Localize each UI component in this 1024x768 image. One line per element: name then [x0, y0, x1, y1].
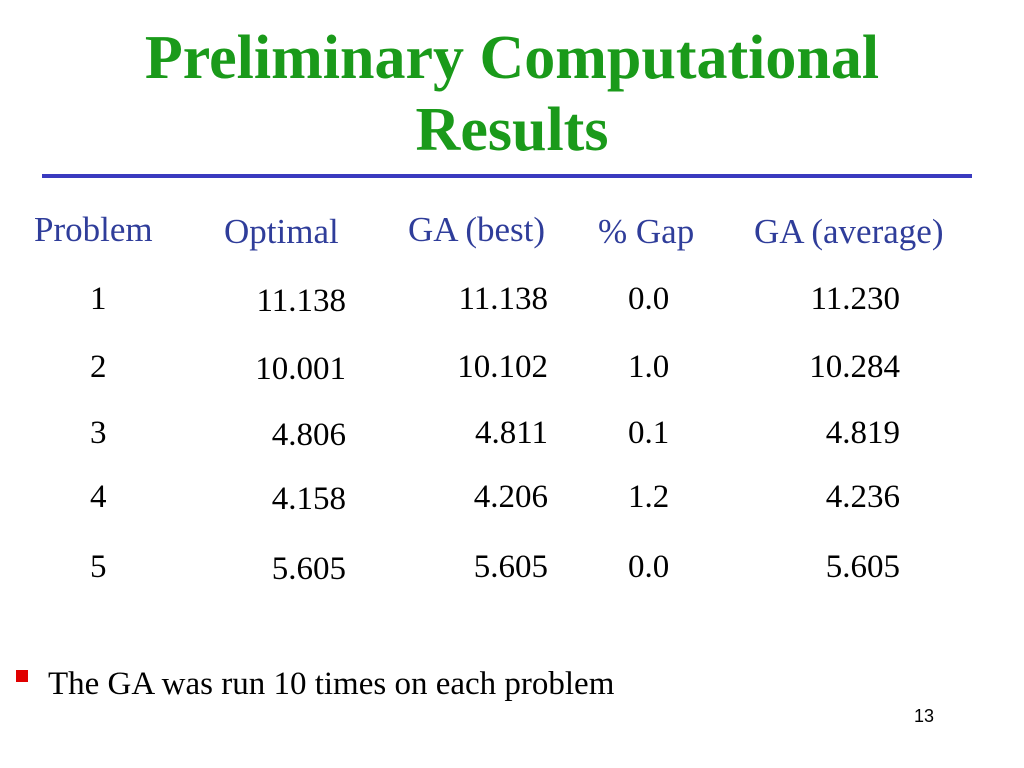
cell-gap: 0.1 [628, 415, 670, 451]
header-optimal: Optimal [224, 212, 339, 251]
cell-ga-best: 11.138 [458, 281, 548, 317]
cell-optimal: 5.605 [271, 551, 346, 587]
cell-optimal: 4.806 [271, 417, 346, 453]
cell-gap: 1.0 [628, 349, 670, 385]
square-bullet-icon [16, 670, 28, 682]
cell-ga-average: 11.230 [810, 281, 900, 317]
bullet-note: The GA was run 10 times on each problem [48, 666, 615, 702]
header-ga-average: GA (average) [754, 212, 944, 251]
header-problem: Problem [34, 210, 153, 249]
cell-ga-average: 5.605 [825, 549, 900, 585]
cell-gap: 1.2 [628, 479, 670, 515]
cell-ga-best: 4.206 [473, 479, 548, 515]
slide-title: Preliminary Computational Results [0, 22, 1024, 166]
cell-problem: 2 [90, 349, 107, 385]
header-gap: % Gap [598, 212, 695, 251]
page-number: 13 [914, 706, 935, 726]
cell-optimal: 4.158 [271, 481, 346, 517]
cell-ga-average: 10.284 [809, 349, 900, 385]
cell-optimal: 11.138 [256, 283, 346, 319]
cell-optimal: 10.001 [255, 351, 346, 387]
cell-gap: 0.0 [628, 281, 670, 317]
cell-ga-best: 10.102 [457, 349, 548, 385]
cell-problem: 3 [90, 415, 107, 451]
title-line-2: Results [415, 96, 609, 164]
cell-gap: 0.0 [628, 549, 670, 585]
cell-problem: 5 [90, 549, 107, 585]
cell-ga-best: 5.605 [473, 549, 548, 585]
header-ga-best: GA (best) [408, 210, 546, 249]
cell-problem: 1 [90, 281, 107, 317]
cell-ga-best: 4.811 [474, 415, 548, 451]
cell-ga-average: 4.236 [825, 479, 900, 515]
cell-problem: 4 [90, 479, 107, 515]
title-line-1: Preliminary Computational [144, 24, 880, 92]
cell-ga-average: 4.819 [825, 415, 900, 451]
title-divider [42, 174, 972, 178]
